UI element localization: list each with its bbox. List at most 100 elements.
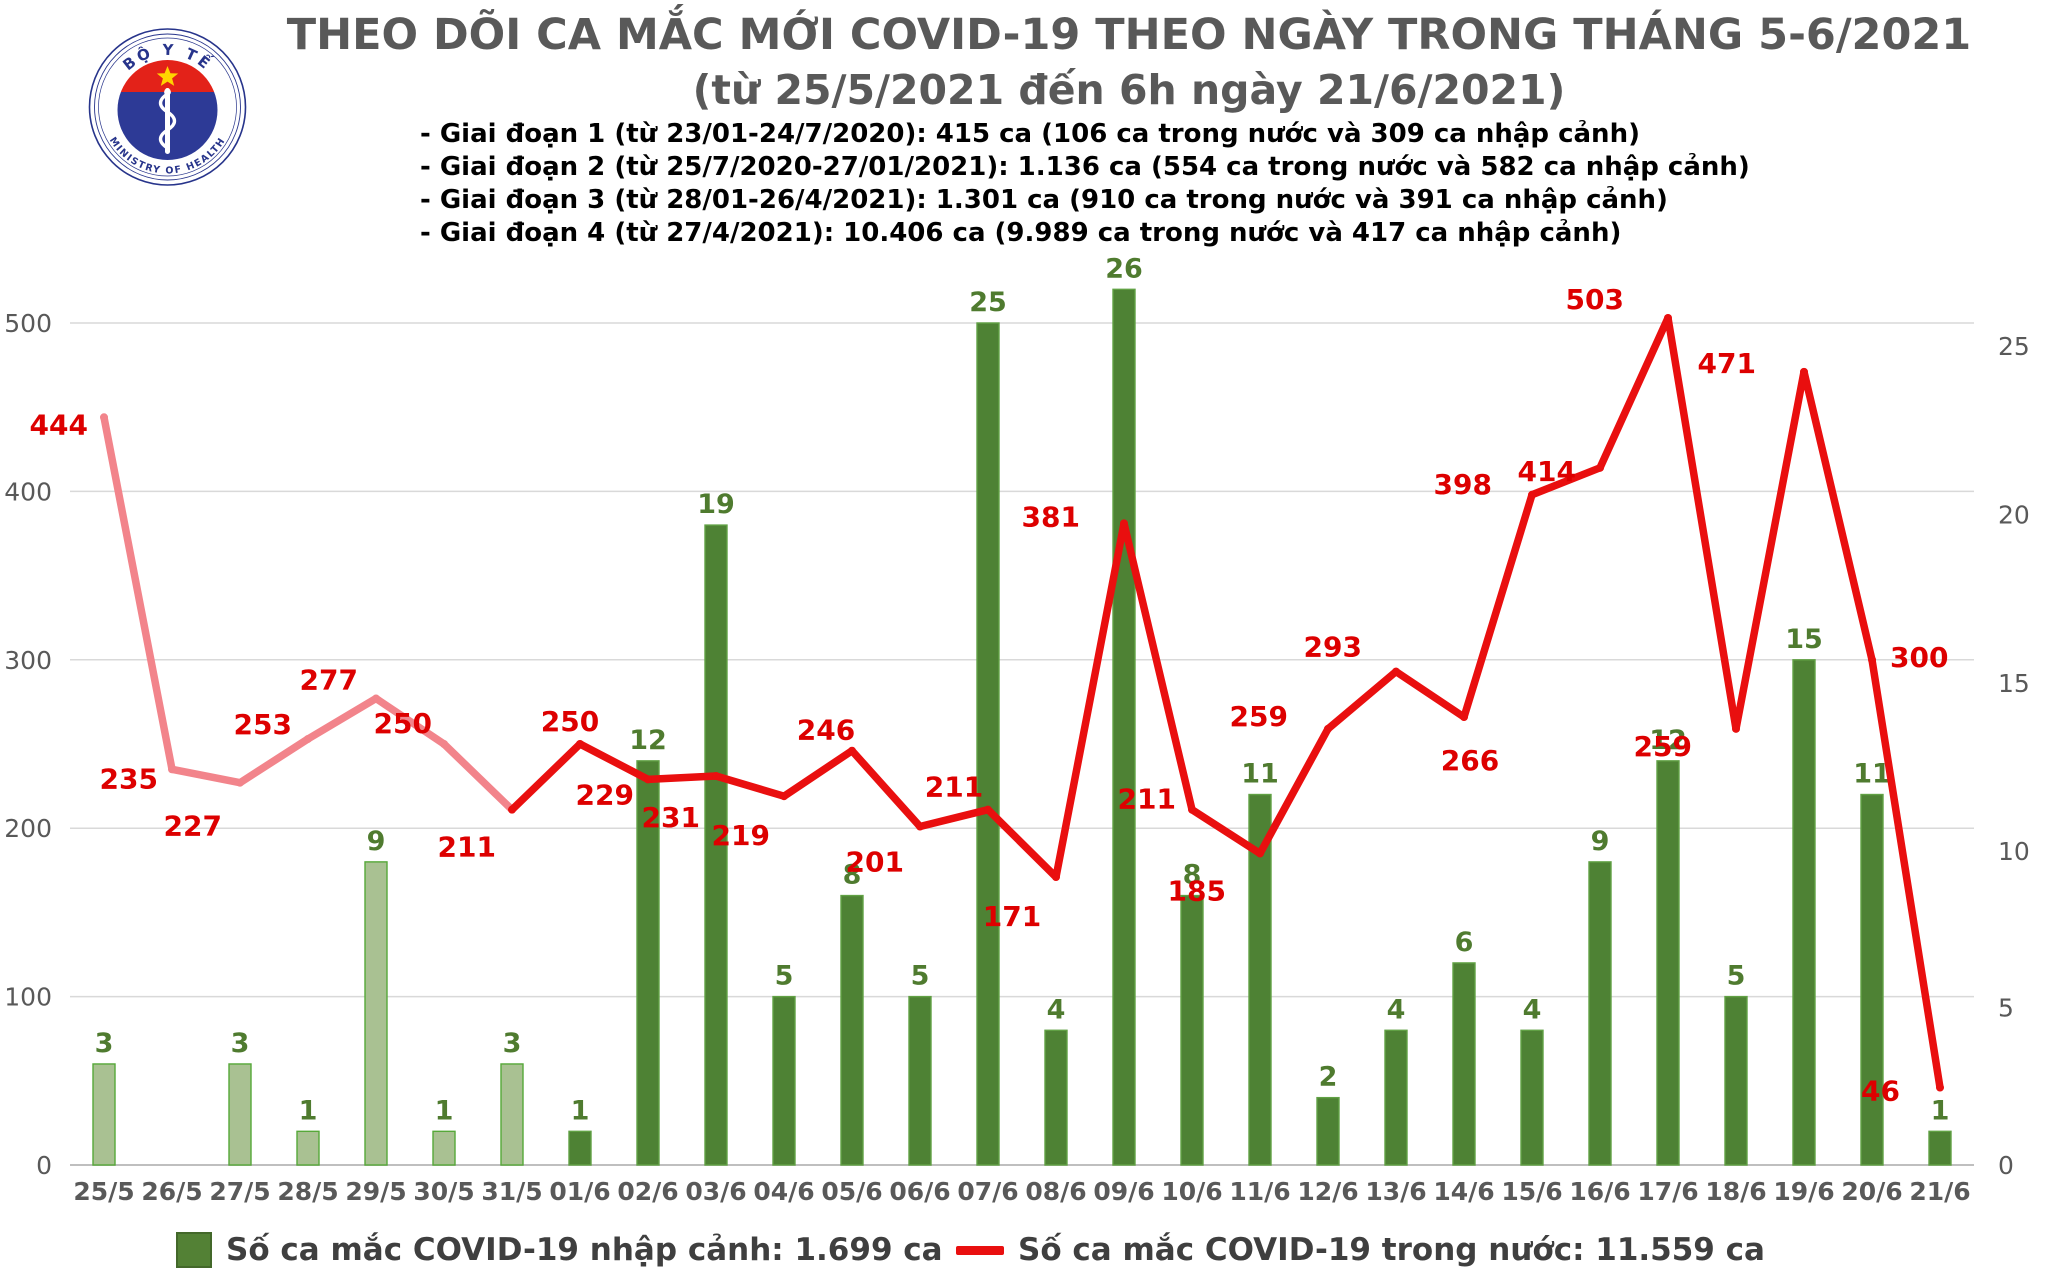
bar-21/6 <box>1928 1130 1952 1166</box>
line-label-07/6: 211 <box>925 771 983 804</box>
x-label-04/6: 04/6 <box>753 1177 814 1206</box>
line-point-13/6 <box>1392 667 1400 676</box>
right-axis-tick-15: 15 <box>1998 669 2030 698</box>
bar-15/6 <box>1520 1029 1544 1166</box>
bar-label-31/5: 3 <box>503 1028 522 1059</box>
line-label-13/6: 293 <box>1304 631 1362 664</box>
bar-label-13/6: 4 <box>1387 994 1406 1025</box>
bar-label-21/6: 1 <box>1931 1095 1950 1126</box>
bar-13/6 <box>1384 1029 1408 1166</box>
line-point-10/6 <box>1188 805 1196 814</box>
line-label-15/6: 398 <box>1434 468 1492 501</box>
line-label-11/6: 185 <box>1168 874 1226 907</box>
bar-09/6 <box>1112 288 1136 1166</box>
line-label-19/6: 471 <box>1698 347 1756 380</box>
bar-label-11/6: 11 <box>1241 759 1279 790</box>
bar-label-03/6: 19 <box>697 489 735 520</box>
left-axis-tick-0: 0 <box>36 1151 52 1180</box>
bar-label-06/6: 5 <box>911 961 930 992</box>
x-label-09/6: 09/6 <box>1093 1177 1154 1206</box>
x-label-18/6: 18/6 <box>1705 1177 1766 1206</box>
legend-item-imported: Số ca mắc COVID-19 nhập cảnh: 1.699 ca <box>176 1228 943 1272</box>
line-point-01/6 <box>576 740 584 748</box>
bar-label-29/5: 9 <box>367 826 386 857</box>
line-label-31/5: 211 <box>438 831 496 864</box>
domestic-line <box>508 314 1944 1092</box>
line-point-16/6 <box>1596 463 1604 472</box>
bar-30/5 <box>432 1130 456 1166</box>
phase-line-4: - Giai đoạn 4 (từ 27/4/2021): 10.406 ca … <box>420 218 1622 248</box>
bar-03/6 <box>704 524 728 1166</box>
line-label-04/6: 219 <box>712 819 770 852</box>
bar-label-12/6: 2 <box>1319 1062 1338 1093</box>
x-label-26/5: 26/5 <box>141 1177 202 1206</box>
bar-10/6 <box>1180 894 1204 1166</box>
bar-19/6 <box>1792 659 1816 1166</box>
bar-label-18/6: 5 <box>1727 961 1746 992</box>
left-axis-tick-300: 300 <box>4 646 52 675</box>
x-label-12/6: 12/6 <box>1297 1177 1358 1206</box>
line-point-06/6 <box>916 822 924 831</box>
line-label-28/5: 253 <box>234 708 292 741</box>
x-label-13/6: 13/6 <box>1365 1177 1426 1206</box>
bar-label-30/5: 1 <box>435 1095 454 1126</box>
domestic-line-faded <box>100 413 516 814</box>
bar-label-15/6: 4 <box>1523 994 1542 1025</box>
bar-label-07/6: 25 <box>969 287 1007 318</box>
bar-label-25/5: 3 <box>95 1028 114 1059</box>
line-point-03/6 <box>712 771 720 780</box>
bar-label-17/6: 12 <box>1649 725 1687 756</box>
phase-line-3: - Giai đoạn 3 (từ 28/01-26/4/2021): 1.30… <box>420 185 1668 215</box>
line-point-12/6 <box>1324 724 1332 733</box>
bar-04/6 <box>772 995 796 1166</box>
bar-07/6 <box>976 322 1000 1166</box>
x-label-29/5: 29/5 <box>345 1177 406 1206</box>
bar-05/6 <box>840 894 864 1166</box>
x-label-05/6: 05/6 <box>821 1177 882 1206</box>
line-label-27/5: 227 <box>164 810 222 843</box>
line-label-10/6: 211 <box>1118 783 1176 816</box>
line-point-25/5 <box>100 413 108 422</box>
bar-28/5 <box>296 1130 320 1166</box>
line-label-08/6: 171 <box>983 900 1041 933</box>
bar-01/6 <box>568 1130 592 1166</box>
line-point-31/5 <box>508 805 516 814</box>
phase-line-1: - Giai đoạn 1 (từ 23/01-24/7/2020): 415 … <box>420 119 1640 149</box>
line-point-14/6 <box>1460 713 1468 722</box>
x-label-14/6: 14/6 <box>1433 1177 1494 1206</box>
legend-item-domestic: Số ca mắc COVID-19 trong nước: 11.559 ca <box>956 1228 1765 1272</box>
line-label-05/6: 246 <box>797 714 855 747</box>
x-label-02/6: 02/6 <box>617 1177 678 1206</box>
bar-label-19/6: 15 <box>1785 624 1823 655</box>
right-axis-tick-0: 0 <box>1998 1151 2014 1180</box>
legend-imported-label: Số ca mắc COVID-19 nhập cảnh: 1.699 ca <box>226 1232 943 1268</box>
line-point-17/6 <box>1664 313 1672 322</box>
x-label-17/6: 17/6 <box>1637 1177 1698 1206</box>
page-subtitle: (từ 25/5/2021 đến 6h ngày 21/6/2021) <box>692 66 1566 114</box>
line-label-20/6: 300 <box>1890 641 1948 674</box>
line-point-19/6 <box>1800 367 1808 376</box>
left-axis-tick-400: 400 <box>4 477 52 506</box>
bar-20/6 <box>1860 793 1884 1166</box>
line-label-14/6: 266 <box>1441 744 1499 777</box>
bar-18/6 <box>1724 995 1748 1166</box>
x-label-10/6: 10/6 <box>1161 1177 1222 1206</box>
x-label-25/5: 25/5 <box>73 1177 134 1206</box>
line-label-25/5: 444 <box>30 408 88 441</box>
bar-label-08/6: 4 <box>1047 994 1066 1025</box>
line-label-09/6: 381 <box>1022 500 1080 533</box>
bar-label-28/5: 1 <box>299 1095 318 1126</box>
bar-12/6 <box>1316 1096 1340 1166</box>
bar-25/5 <box>92 1063 116 1166</box>
line-label-03/6: 231 <box>642 801 700 834</box>
left-axis-tick-200: 200 <box>4 814 52 843</box>
bar-14/6 <box>1452 962 1476 1166</box>
line-point-09/6 <box>1120 519 1128 528</box>
line-point-21/6 <box>1936 1083 1944 1092</box>
bar-29/5 <box>364 861 388 1166</box>
bar-27/5 <box>228 1063 252 1166</box>
x-label-30/5: 30/5 <box>413 1177 474 1206</box>
line-point-27/5 <box>236 778 244 787</box>
right-axis-tick-20: 20 <box>1998 500 2030 529</box>
